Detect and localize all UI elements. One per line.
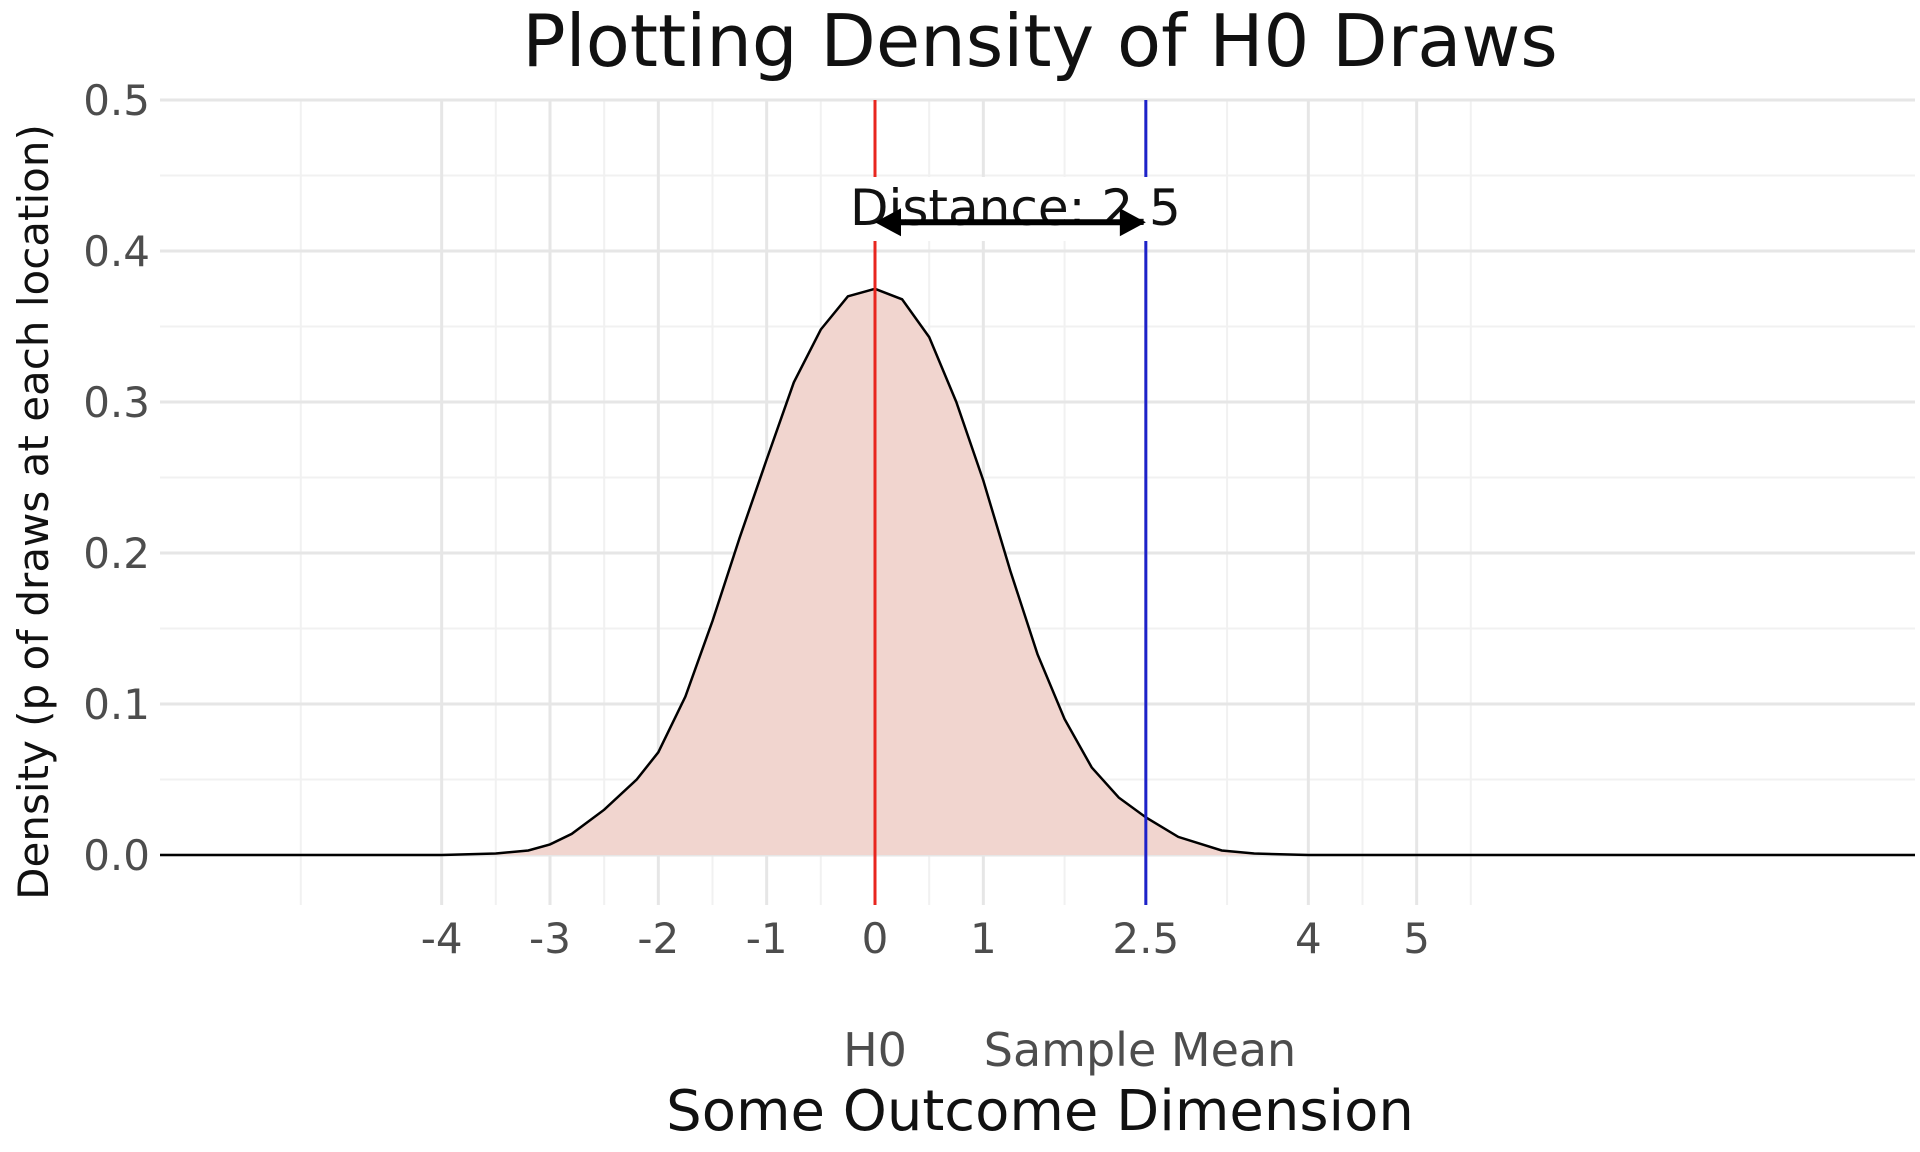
x-tick-label: 4 [1295,914,1322,963]
x-tick-labels: -4 -3 -2 -1 0 1 2.5 4 5 [421,914,1430,963]
x-tick-label: -4 [421,914,463,963]
density-area [160,288,1915,855]
density-layer [160,287,1915,857]
arrow-head-left-icon [875,208,901,237]
reference-line-label: H0 [843,1023,907,1077]
x-tick-label: 1 [970,914,997,963]
reference-line-labels: H0 Sample Mean [843,1023,1296,1077]
y-tick-label: 0.1 [83,680,150,729]
y-axis-title: Density (p of draws at each location) [9,124,58,900]
x-tick-label: 2.5 [1112,914,1179,963]
y-tick-labels: 0.0 0.1 0.2 0.3 0.4 0.5 [83,76,150,880]
x-axis-title: Some Outcome Dimension [666,1079,1414,1144]
y-tick-label: 0.4 [83,227,150,276]
x-tick-label: 0 [862,914,889,963]
y-tick-label: 0.3 [83,378,150,427]
x-tick-label: -2 [637,914,679,963]
x-tick-label: -1 [746,914,788,963]
reference-line-label: Sample Mean [984,1023,1296,1077]
x-tick-label: -3 [529,914,571,963]
y-tick-label: 0.5 [83,76,150,125]
y-tick-label: 0.0 [83,831,150,880]
distance-annotation: Distance: 2.5 [843,177,1188,241]
y-tick-label: 0.2 [83,529,150,578]
arrow-head-right-icon [1119,208,1146,237]
chart-title: Plotting Density of H0 Draws [522,0,1557,83]
x-tick-label: 5 [1403,914,1430,963]
